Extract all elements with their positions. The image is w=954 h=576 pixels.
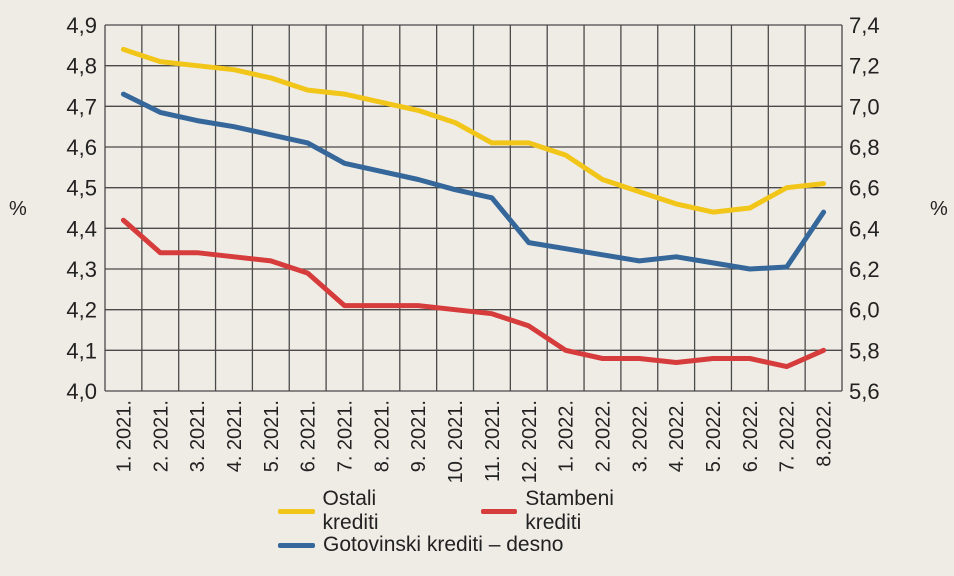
x-tick-label: 4. 2022. (666, 400, 688, 472)
legend-label-stambeni: Stambeni krediti (525, 487, 614, 534)
series-lines (120, 46, 827, 370)
legend-item-gotovinski: Gotovinski krediti – desno (278, 533, 563, 557)
legend-swatch-stambeni (480, 508, 518, 514)
x-tick-label: 3. 2021. (187, 400, 209, 472)
left-axis: 4,0 4,1 4,2 4,3 4,4 4,5 4,6 4,7 4,8 4,9 (66, 13, 97, 404)
series-line-0 (120, 46, 827, 215)
right-axis: 5,6 5,8 6,0 6,2 6,4 6,6 6,8 7,0 7,2 7,4 (849, 13, 880, 404)
legend-item-stambeni: Stambeni krediti (480, 487, 674, 535)
x-tick-label: 11. 2021. (482, 400, 504, 482)
y-tick-label: 4,9 (66, 13, 97, 38)
x-tick-label: 7. 2021. (335, 400, 357, 472)
legend-item-ostali: Ostali krediti (278, 487, 437, 535)
x-tick-label: 4. 2021. (224, 400, 246, 472)
x-tick-label: 1. 2021. (113, 400, 135, 472)
x-tick-label: 2. 2021. (150, 400, 172, 472)
x-tick-label: 12. 2021. (519, 400, 541, 483)
legend-label-gotovinski: Gotovinski krediti – desno (323, 533, 564, 556)
y2-tick-label: 6,6 (849, 176, 880, 201)
y2-tick-label: 6,0 (849, 298, 880, 323)
y-tick-label: 4,8 (66, 54, 97, 79)
x-tick-label: 5. 2021. (261, 400, 283, 472)
y-tick-label: 4,7 (66, 94, 97, 119)
chart: 4,0 4,1 4,2 4,3 4,4 4,5 4,6 4,7 4,8 4,9 5,6 5,8 6,0… (9, 13, 948, 483)
x-tick-label: 6. 2021. (298, 400, 320, 472)
right-axis-unit: % (930, 198, 948, 220)
legend: Ostali krediti Stambeni krediti Gotovins… (278, 487, 718, 562)
x-tick-label: 8. 2021. (371, 400, 393, 472)
y-tick-label: 4,1 (66, 338, 97, 363)
y2-tick-label: 5,6 (849, 379, 880, 404)
y2-tick-label: 7,4 (849, 13, 880, 38)
x-tick-label: 9. 2021. (408, 400, 430, 472)
x-tick-label: 5. 2022. (703, 400, 725, 472)
y-tick-label: 4,6 (66, 135, 97, 160)
y-tick-label: 4,3 (66, 257, 97, 282)
legend-label-ostali: Ostali krediti (322, 487, 379, 534)
y2-tick-label: 7,0 (849, 94, 880, 119)
x-axis: 1. 2021. 2. 2021. 3. 2021. 4. 2021. 5. 2021.… (113, 400, 835, 483)
x-tick-label: 7. 2022. (777, 400, 799, 472)
y-tick-label: 4,4 (66, 216, 97, 241)
grid (104, 24, 843, 392)
x-tick-label: 6. 2022. (740, 400, 762, 472)
legend-swatch-ostali (278, 508, 315, 514)
series-line-1 (120, 217, 827, 370)
y-tick-label: 4,5 (66, 176, 97, 201)
legend-row: Gotovinski krediti – desno (278, 528, 718, 562)
x-tick-label: 1. 2022. (556, 400, 578, 472)
x-tick-label: 3. 2022. (629, 400, 651, 472)
y2-tick-label: 6,2 (849, 257, 880, 282)
y-tick-label: 4,0 (66, 379, 97, 404)
left-axis-unit: % (9, 198, 27, 220)
y2-tick-label: 5,8 (849, 338, 880, 363)
legend-row: Ostali krediti Stambeni krediti (278, 487, 718, 534)
x-tick-label: 10. 2021. (445, 400, 467, 483)
y2-tick-label: 6,8 (849, 135, 880, 160)
series-line-2 (120, 91, 827, 272)
y2-tick-label: 7,2 (849, 54, 880, 79)
y-tick-label: 4,2 (66, 298, 97, 323)
y2-tick-label: 6,4 (849, 216, 880, 241)
x-tick-label: 8.2022. (814, 400, 836, 467)
x-tick-label: 2. 2022. (592, 400, 614, 472)
legend-swatch-gotovinski (278, 542, 315, 548)
